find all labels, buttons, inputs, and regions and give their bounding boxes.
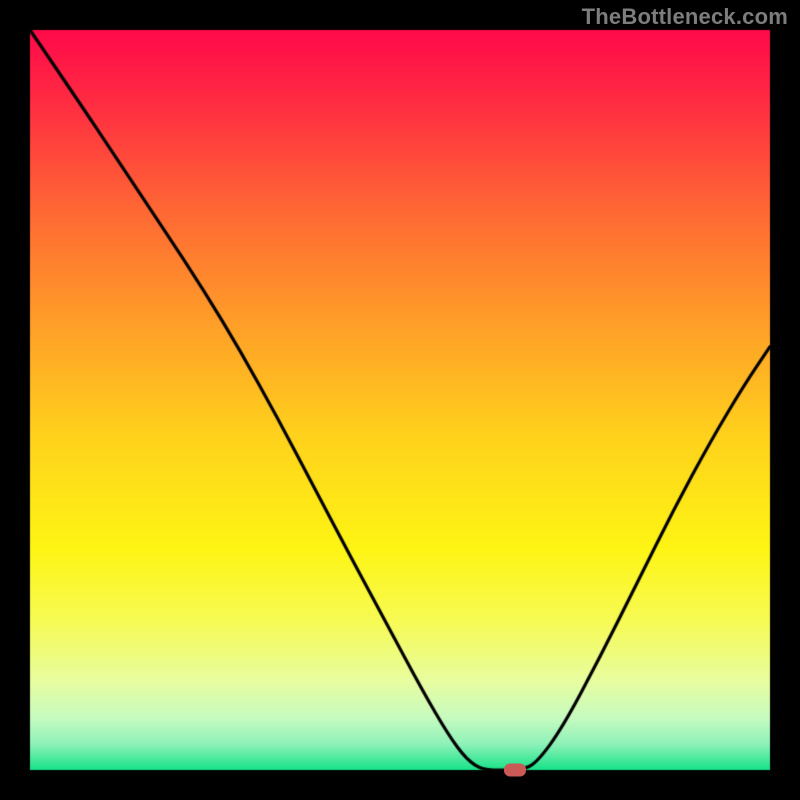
curve-canvas	[0, 0, 800, 800]
chart-stage: TheBottleneck.com	[0, 0, 800, 800]
